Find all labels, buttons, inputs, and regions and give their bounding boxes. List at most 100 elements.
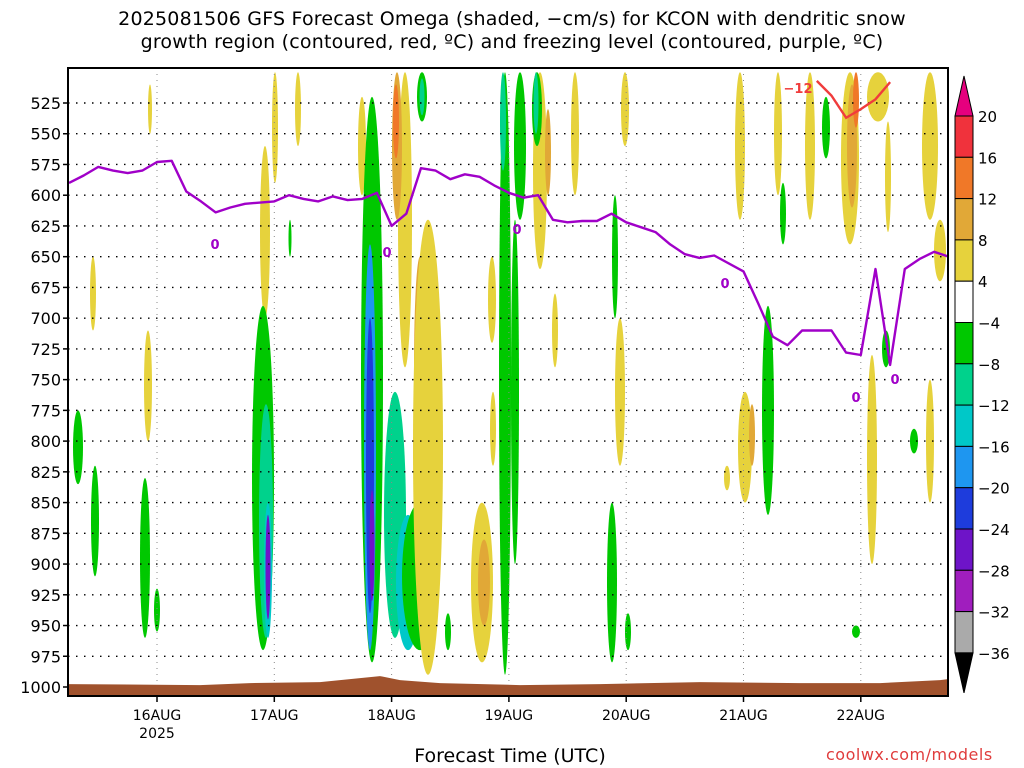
- x-axis-label: Forecast Time (UTC): [414, 745, 606, 767]
- ytick-label-725: 725: [30, 340, 61, 359]
- omega-blob-4: [144, 330, 152, 442]
- freezing-level-label-4: 0: [851, 391, 860, 406]
- ytick-label-625: 625: [30, 217, 61, 236]
- chart-title-line1: 2025081506 GFS Forecast Omega (shaded, −…: [118, 8, 906, 30]
- colorbar: 20 16 12 8 4 −4 −8 −12 −16 −20 −24 −28 −32 −36: [954, 75, 1010, 694]
- colorbar-bin-1: [954, 156, 974, 200]
- omega-blob-19: [369, 490, 375, 601]
- xtick-sublabel-16: 2025: [139, 726, 175, 742]
- colorbar-bin-4: [954, 280, 974, 324]
- colorbar-label-5: −4: [978, 315, 1000, 333]
- xtick-label-22: 22AUG: [837, 708, 886, 724]
- omega-blob-37: [500, 72, 506, 171]
- omega-blob-7: [260, 146, 270, 319]
- chart-title-line2: growth region (contoured, red, ºC) and f…: [140, 31, 884, 53]
- freezing-level-line: [68, 159, 950, 367]
- colorbar-bin-12: [954, 611, 974, 654]
- ytick-label-775: 775: [30, 401, 61, 420]
- omega-blob-71: [922, 72, 938, 220]
- omega-blob-63: [867, 355, 877, 565]
- ytick-label-950: 950: [30, 617, 61, 636]
- colorbar-label-3: 8: [978, 232, 988, 250]
- xtick-label-21: 21AUG: [719, 708, 768, 724]
- colorbar-bin-5: [954, 322, 974, 365]
- colorbar-label-7: −12: [978, 397, 1010, 415]
- omega-blob-70: [934, 219, 946, 282]
- ytick-label-700: 700: [30, 309, 61, 328]
- plot-frame: [67, 67, 949, 697]
- omega-blob-29: [445, 613, 451, 651]
- colorbar-label-13: −36: [978, 645, 1010, 663]
- omega-blob-31: [419, 78, 425, 116]
- dgz-contour-label: −12: [784, 82, 813, 97]
- omega-blob-36: [499, 72, 511, 675]
- colorbar-label-10: −24: [978, 521, 1010, 539]
- omega-blob-54: [724, 465, 730, 491]
- ytick-label-800: 800: [30, 432, 61, 451]
- ytick-label-650: 650: [30, 248, 61, 267]
- colorbar-bottom-arrow: [954, 652, 974, 694]
- ytick-label-875: 875: [30, 524, 61, 543]
- omega-blob-0: [73, 410, 83, 485]
- ytick-label-675: 675: [30, 278, 61, 297]
- colorbar-bin-11: [954, 569, 974, 613]
- omega-blob-53: [749, 404, 755, 466]
- ytick-label-550: 550: [30, 125, 61, 144]
- colorbar-bin-8: [954, 445, 974, 489]
- omega-blob-25: [393, 84, 399, 159]
- omega-blob-49: [607, 502, 617, 663]
- contour-lines: 0 0 0 0 0 0 −12: [68, 80, 950, 406]
- omega-blob-2: [90, 256, 96, 331]
- omega-blob-6: [154, 588, 160, 632]
- omega-blob-33: [478, 539, 490, 626]
- omega-blob-41: [545, 109, 551, 196]
- y-axis-ticks: 525 550 575 600 625 650 675 700 725 750 775 800 825 8…: [20, 94, 68, 697]
- omega-blob-11: [265, 514, 271, 620]
- freezing-level-label-2: 0: [512, 223, 521, 238]
- omega-blob-57: [780, 182, 786, 245]
- ytick-label-850: 850: [30, 494, 61, 513]
- omega-blob-52: [738, 391, 752, 503]
- ytick-label-825: 825: [30, 463, 61, 482]
- omega-blob-12: [272, 72, 278, 183]
- omega-blob-51: [735, 72, 745, 220]
- omega-blob-14: [288, 219, 292, 257]
- freezing-level-label-1: 0: [382, 246, 391, 261]
- ytick-label-525: 525: [30, 94, 61, 113]
- dgz-contour-line: [815, 80, 892, 120]
- xtick-label-19: 19AUG: [485, 708, 534, 724]
- omega-blob-1: [91, 465, 99, 577]
- colorbar-bin-7: [954, 404, 974, 447]
- omega-blob-58: [805, 72, 815, 220]
- colorbar-label-1: 16: [978, 149, 997, 167]
- colorbar-bin-9: [954, 487, 974, 530]
- chart-title: 2025081506 GFS Forecast Omega (shaded, −…: [0, 8, 1024, 54]
- colorbar-label-12: −32: [978, 604, 1010, 622]
- credit-text: coolwx.com/models: [826, 745, 993, 764]
- colorbar-label-6: −8: [978, 356, 1000, 374]
- omega-blob-13: [295, 72, 301, 147]
- omega-blob-59: [822, 96, 830, 159]
- xtick-label-17: 17AUG: [250, 708, 299, 724]
- omega-blob-68: [910, 428, 918, 454]
- colorbar-label-4: 4: [978, 273, 988, 291]
- omega-blob-3: [148, 84, 152, 134]
- ytick-label-1000: 1000: [20, 678, 61, 697]
- colorbar-label-0: 20: [978, 108, 997, 126]
- colorbar-label-11: −28: [978, 562, 1010, 580]
- omega-blob-34: [488, 256, 496, 343]
- omega-blob-38: [511, 219, 519, 565]
- colorbar-label-8: −16: [978, 438, 1010, 456]
- omega-blob-5: [140, 477, 150, 638]
- omega-blob-39: [514, 72, 526, 220]
- ground-layer: [68, 676, 948, 696]
- ytick-label-975: 975: [30, 647, 61, 666]
- omega-blob-62: [853, 72, 859, 128]
- colorbar-label-2: 12: [978, 191, 997, 209]
- ytick-label-900: 900: [30, 555, 61, 574]
- omega-blob-67: [852, 625, 860, 638]
- freezing-level-label-5: 0: [890, 373, 899, 388]
- ytick-label-600: 600: [30, 186, 61, 205]
- omega-blob-15: [358, 96, 366, 196]
